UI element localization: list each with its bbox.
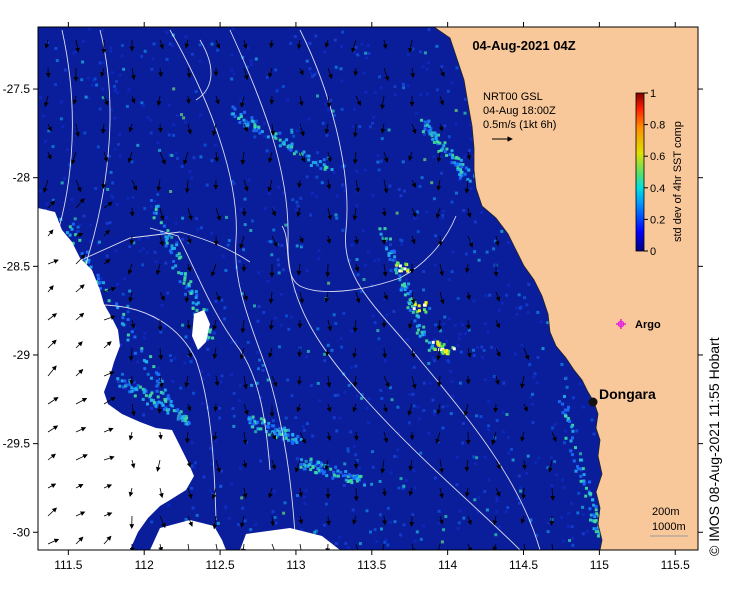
colorbar-gradient xyxy=(635,92,645,252)
dongara-marker-icon xyxy=(588,397,598,407)
current-legend: NRT00 GSL 04-Aug 18:00Z 0.5m/s (1kt 6h) xyxy=(483,91,556,142)
colorbar-ticks: 1 0.8 0.6 0.4 0.2 0 xyxy=(644,88,665,258)
current-legend-scale: 0.5m/s (1kt 6h) xyxy=(483,119,556,131)
lon-tick-label: 115 xyxy=(590,558,609,572)
cloud-mask-south-east xyxy=(240,528,340,550)
dongara-label: Dongara xyxy=(599,386,656,402)
argo-label: Argo xyxy=(635,319,661,331)
colorbar-tick-label: 0.2 xyxy=(650,214,665,226)
lat-tick-label: -27.5 xyxy=(3,82,31,96)
colorbar: 1 0.8 0.6 0.4 0.2 0 std dev of 4hr SST comp xyxy=(635,88,684,258)
current-legend-time: 04-Aug 18:00Z xyxy=(483,105,556,117)
lat-tick-label: -28 xyxy=(13,171,31,185)
current-legend-source: NRT00 GSL xyxy=(483,91,543,103)
isobath-legend: 200m 1000m xyxy=(650,506,688,537)
isobath-legend-1000m: 1000m xyxy=(652,521,686,533)
colorbar-label: std dev of 4hr SST comp xyxy=(672,121,684,242)
land-mass xyxy=(434,27,698,550)
lon-tick-label: 113 xyxy=(286,558,305,572)
longitude-axis: 111.5 112 112.5 113 113.5 114 114.5 115 115.5 xyxy=(54,22,690,572)
cloud-mask-patch xyxy=(192,310,210,350)
place-argo: Argo xyxy=(616,319,661,331)
lon-tick-label: 112 xyxy=(135,558,154,572)
lat-tick-label: -29 xyxy=(13,348,31,362)
lon-tick-label: 113.5 xyxy=(357,558,386,572)
lat-tick-label: -28.5 xyxy=(3,259,31,273)
lon-tick-label: 115.5 xyxy=(661,558,690,572)
cloud-mask-west xyxy=(38,208,194,550)
lon-tick-label: 112.5 xyxy=(205,558,234,572)
map-title: 04-Aug-2021 04Z xyxy=(472,38,575,53)
lon-tick-label: 111.5 xyxy=(54,558,83,572)
place-dongara: Dongara xyxy=(588,386,656,407)
colorbar-tick-label: 0.4 xyxy=(650,183,665,195)
plot-frame xyxy=(37,26,699,551)
copyright-notice: © IMOS 08-Aug-2021 11:55 Hobart xyxy=(706,337,722,556)
lat-tick-label: -29.5 xyxy=(3,437,31,451)
colorbar-tick-label: 1 xyxy=(650,88,656,100)
colorbar-tick-label: 0.8 xyxy=(650,120,665,132)
lon-tick-label: 114.5 xyxy=(509,558,538,572)
lon-tick-label: 114 xyxy=(438,558,457,572)
latitude-axis: -27.5 -28 -28.5 -29 -29.5 -30 xyxy=(3,82,703,539)
argo-float-icon xyxy=(616,319,626,329)
current-vectors xyxy=(42,39,557,550)
colorbar-tick-label: 0.6 xyxy=(650,151,665,163)
colorbar-tick-label: 0 xyxy=(650,246,656,258)
lat-tick-label: -30 xyxy=(13,525,31,539)
isobath-legend-200m: 200m xyxy=(652,506,680,518)
coastline xyxy=(433,27,603,550)
cloud-mask-south xyxy=(150,520,226,550)
